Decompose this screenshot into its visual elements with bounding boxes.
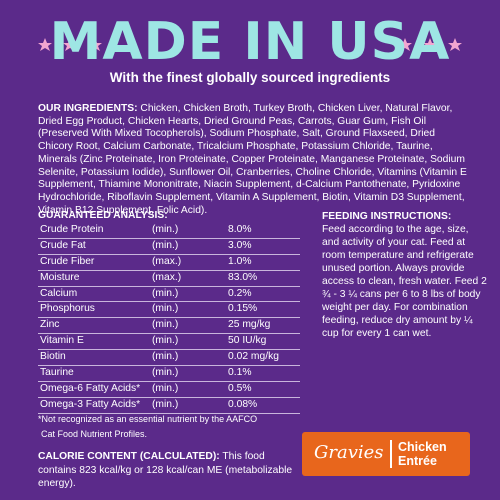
nutrient: Omega-6 Fatty Acids* [40, 382, 141, 394]
amount: 0.08% [228, 398, 258, 410]
amount: 0.15% [228, 303, 258, 315]
qualifier: (min.) [152, 382, 179, 394]
qualifier: (min.) [152, 398, 179, 410]
nutrient: Crude Fat [40, 239, 86, 251]
flavor-line: Chicken [398, 440, 447, 454]
stars [38, 38, 462, 51]
qualifier: (min.) [152, 224, 179, 235]
footnote: *Not recognized as an essential nutrient… [38, 412, 257, 442]
analysis-table: Crude Protein (min.) 8.0% Crude Fat (min.) 3.… [38, 223, 300, 414]
footnote-line: Cat Food Nutrient Profiles. [41, 429, 148, 439]
amount: 3.0% [228, 239, 252, 251]
nutrient: Vitamin E [40, 335, 84, 347]
calorie-label: CALORIE CONTENT (CALCULATED): [38, 451, 220, 462]
nutrient: Calcium [40, 287, 78, 299]
badge: Gravies Chicken Entrée [302, 432, 470, 476]
amount: 0.02 mg/kg [228, 351, 279, 363]
analysis-row: Crude Protein (min.) 8.0% [38, 223, 300, 239]
nutrient: Taurine [40, 367, 74, 379]
flavor-line: Entrée [398, 454, 437, 468]
amount: 0.1% [228, 367, 252, 379]
analysis-title: GUARANTEED ANALYSIS: [38, 210, 168, 221]
analysis-row: Taurine (min.) 0.1% [38, 366, 300, 382]
feeding-text: Feed according to the age, size, and act… [322, 224, 487, 339]
analysis-row: Crude Fat (min.) 3.0% [38, 239, 300, 255]
qualifier: (min.) [152, 367, 179, 379]
amount: 83.0% [228, 271, 258, 283]
analysis-row: Moisture (max.) 83.0% [38, 271, 300, 287]
nutrient: Biotin [40, 351, 66, 363]
ingredients-text: Chicken, Chicken Broth, Turkey Broth, Ch… [38, 103, 467, 216]
flavor: Chicken Entrée [398, 440, 447, 468]
amount: 0.5% [228, 382, 252, 394]
analysis-row: Phosphorus (min.) 0.15% [38, 302, 300, 319]
amount: 8.0% [228, 224, 252, 235]
analysis-row: Crude Fiber (max.) 1.0% [38, 255, 300, 271]
ingredients: OUR INGREDIENTS: Chicken, Chicken Broth,… [38, 103, 468, 217]
analysis-row: Biotin (min.) 0.02 mg/kg [38, 350, 300, 367]
title: MADE IN USA [49, 12, 451, 72]
qualifier: (min.) [152, 335, 179, 347]
qualifier: (min.) [152, 351, 179, 363]
nutrient: Moisture [40, 271, 80, 283]
divider [390, 440, 392, 468]
subtitle: With the finest globally sourced ingredi… [109, 70, 391, 85]
nutrient: Zinc [40, 319, 60, 331]
analysis-row: Omega-3 Fatty Acids* (min.) 0.08% [38, 398, 300, 414]
nutrient: Phosphorus [40, 303, 95, 315]
qualifier: (max.) [152, 271, 182, 283]
qualifier: (min.) [152, 319, 179, 331]
amount: 25 mg/kg [228, 319, 271, 331]
brand: Gravies [314, 442, 384, 463]
feeding-title: FEEDING INSTRUCTIONS: [322, 211, 452, 222]
nutrient: Crude Protein [40, 224, 104, 235]
analysis-row: Omega-6 Fatty Acids* (min.) 0.5% [38, 382, 300, 398]
qualifier: (min.) [152, 303, 179, 315]
footnote-line: *Not recognized as an essential nutrient… [38, 414, 258, 424]
analysis-row: Zinc (min.) 25 mg/kg [38, 318, 300, 335]
nutrient: Crude Fiber [40, 255, 95, 267]
amount: 1.0% [228, 255, 252, 267]
qualifier: (min.) [152, 287, 179, 299]
analysis-row: Calcium (min.) 0.2% [38, 287, 300, 303]
nutrient: Omega-3 Fatty Acids* [40, 398, 141, 410]
qualifier: (max.) [152, 255, 182, 267]
qualifier: (min.) [152, 239, 179, 251]
calorie: CALORIE CONTENT (CALCULATED): This food … [38, 450, 293, 491]
calorie-text: This food contains 823 kcal/kg or 128 kc… [38, 451, 293, 489]
amount: 0.2% [228, 287, 252, 299]
analysis-row: Vitamin E (min.) 50 IU/kg [38, 334, 300, 351]
amount: 50 IU/kg [228, 335, 267, 347]
ingredients-label: OUR INGREDIENTS: [38, 103, 138, 114]
feeding: FEEDING INSTRUCTIONS: Feed according to t… [322, 210, 488, 340]
